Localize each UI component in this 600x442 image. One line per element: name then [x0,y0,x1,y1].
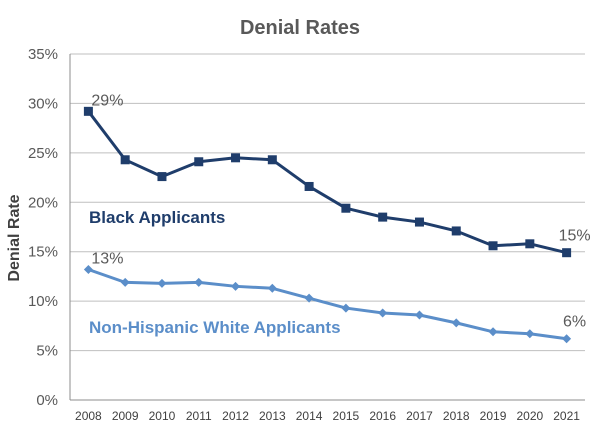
data-point [194,277,204,287]
data-point [378,212,388,222]
x-tick-label: 2017 [406,409,433,423]
y-tick-label: 35% [28,46,58,63]
y-tick-label: 15% [28,244,58,261]
data-label-end: 15% [559,228,591,245]
series-black-applicants [83,106,572,258]
data-point [451,318,461,328]
series-white-applicants [83,265,572,344]
y-axis-ticks: 0% 5% 10% 15% 20% 25% 30% 35% [28,46,58,409]
series-line [87,268,567,341]
data-point [378,308,388,318]
data-point [414,217,424,227]
x-axis-ticks: 2008 2009 2010 2011 2012 2013 2014 2015 2016 2017… [75,409,580,423]
data-point [488,327,498,337]
x-tick-label: 2020 [516,409,543,423]
data-point [525,239,535,249]
data-label-start: 29% [91,92,123,109]
x-tick-label: 2009 [112,409,139,423]
data-point [304,293,314,303]
y-tick-label: 30% [28,95,58,112]
data-point [341,303,351,313]
x-tick-label: 2015 [333,409,360,423]
data-point [341,203,351,213]
chart-title: Denial Rates [240,17,360,39]
y-tick-label: 0% [36,392,58,409]
data-point [267,155,277,165]
x-tick-label: 2021 [553,409,580,423]
series-line [87,110,567,255]
data-point [562,334,572,344]
x-tick-label: 2013 [259,409,286,423]
annotation-layer: 29% 15% 13% 6% Black Applicants Non-Hispanic … [89,92,591,337]
data-point [304,181,314,191]
data-point [120,155,130,165]
data-point [488,241,498,251]
x-tick-label: 2008 [75,409,102,423]
x-tick-label: 2018 [443,409,470,423]
x-tick-label: 2012 [222,409,249,423]
data-point [451,226,461,236]
series-label-white-applicants: Non-Hispanic White Applicants [89,318,341,337]
data-point [120,277,130,287]
y-tick-label: 25% [28,145,58,162]
x-tick-label: 2016 [369,409,396,423]
x-tick-label: 2011 [186,409,212,423]
data-point [562,248,572,258]
data-point [157,278,167,288]
x-tick-label: 2019 [480,409,507,423]
x-tick-label: 2014 [296,409,323,423]
data-point [231,153,241,163]
data-label-end: 6% [563,314,586,331]
data-point [525,329,535,339]
y-tick-label: 10% [28,293,58,310]
y-tick-label: 5% [36,343,58,360]
data-label-start: 13% [91,251,123,268]
data-point [231,281,241,291]
data-point [83,265,93,275]
y-axis-label: Denial Rate [6,194,23,281]
data-point [194,157,204,167]
data-point [83,106,93,116]
data-point [157,172,167,182]
series-label-black-applicants: Black Applicants [89,208,225,227]
x-tick-label: 2010 [149,409,176,423]
series-layer [83,106,572,344]
gridlines [69,53,585,401]
data-point [267,283,277,293]
data-point [414,310,424,320]
y-tick-label: 20% [28,194,58,211]
